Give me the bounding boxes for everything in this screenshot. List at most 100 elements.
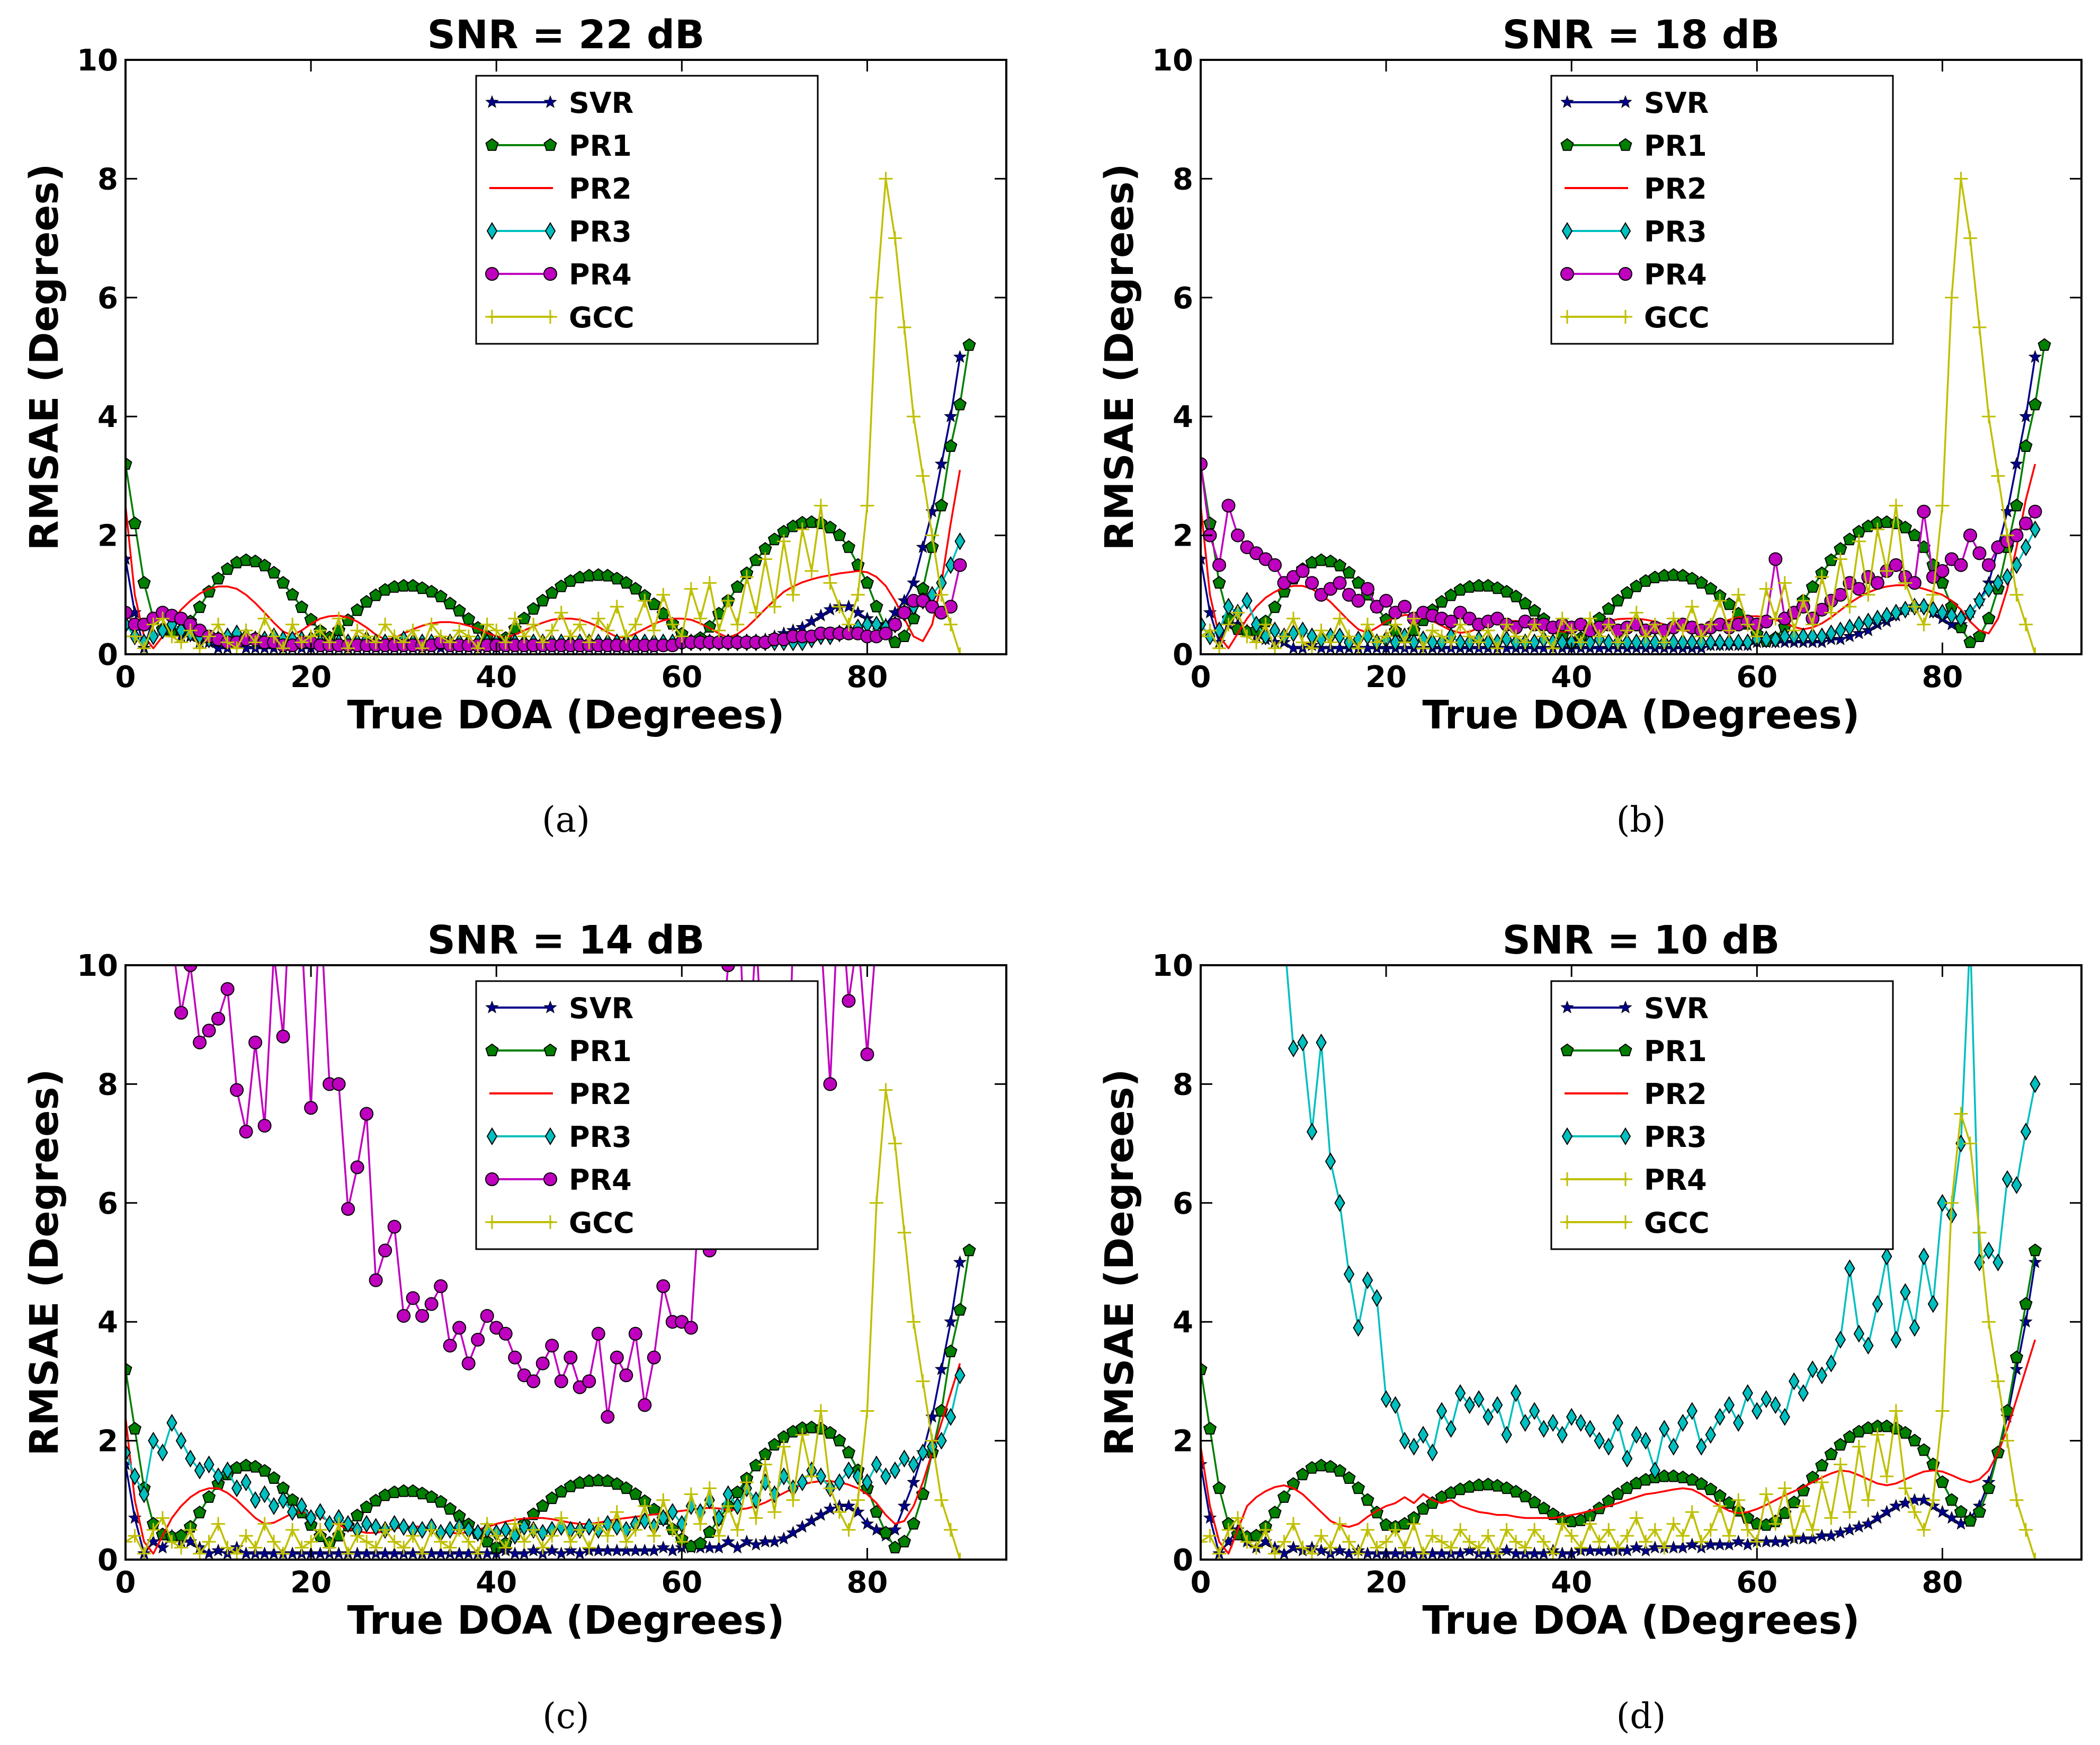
data-point-pr1 bbox=[434, 1494, 448, 1508]
data-point-gcc bbox=[897, 320, 912, 334]
data-point-pr3 bbox=[834, 1473, 845, 1492]
series-line-pr2 bbox=[1201, 464, 2036, 649]
data-point-gcc bbox=[211, 617, 226, 631]
data-point-pr1 bbox=[1212, 576, 1226, 589]
data-point-gcc bbox=[1370, 1541, 1384, 1555]
data-point-pr4 bbox=[564, 1350, 578, 1365]
data-point-pr1 bbox=[1546, 1507, 1560, 1520]
data-point-svr bbox=[907, 1475, 921, 1488]
data-point-gcc bbox=[332, 611, 346, 626]
data-point-pr1 bbox=[601, 1474, 614, 1487]
data-point-pr3 bbox=[1380, 1390, 1392, 1409]
y-tick-label: 4 bbox=[1173, 1305, 1193, 1340]
data-point-gcc bbox=[1991, 469, 2005, 483]
data-point-pr4 bbox=[888, 617, 902, 631]
data-point-gcc bbox=[1425, 624, 1440, 638]
data-point-gcc bbox=[925, 528, 939, 542]
series-pr4 bbox=[1201, 457, 2042, 638]
data-point-pr1 bbox=[833, 1434, 846, 1447]
x-tick-label: 0 bbox=[115, 660, 136, 695]
data-point-svr bbox=[934, 1362, 949, 1375]
data-point-pr3 bbox=[1798, 1384, 1809, 1402]
data-point-pr1 bbox=[1268, 1506, 1282, 1519]
data-point-gcc bbox=[730, 1523, 745, 1537]
data-point-gcc bbox=[1815, 570, 1829, 584]
x-axis-label: True DOA (Degrees) bbox=[347, 692, 785, 738]
data-point-pr3 bbox=[1482, 1408, 1494, 1426]
legend-marker bbox=[1619, 1215, 1632, 1229]
data-point-svr bbox=[730, 1541, 745, 1554]
data-point-gcc bbox=[665, 617, 680, 631]
legend-label: GCC bbox=[1644, 301, 1710, 334]
data-point-gcc bbox=[545, 1529, 559, 1543]
data-point-pr1 bbox=[693, 1536, 707, 1550]
data-point-pr1 bbox=[944, 1345, 958, 1357]
legend-item-pr1: PR1 bbox=[1560, 1035, 1707, 1068]
data-point-gcc bbox=[1592, 1535, 1606, 1549]
data-point-pr3 bbox=[1705, 1426, 1716, 1444]
data-point-pr1 bbox=[953, 397, 967, 411]
y-tick-label: 10 bbox=[1152, 43, 1193, 78]
data-point-pr3 bbox=[1548, 1413, 1559, 1432]
data-point-pr1 bbox=[526, 1507, 540, 1520]
data-point-gcc bbox=[860, 498, 874, 513]
data-point-pr3 bbox=[1835, 1330, 1846, 1349]
data-point-gcc bbox=[1268, 641, 1282, 654]
data-point-gcc bbox=[387, 1535, 401, 1549]
data-point-gcc bbox=[1258, 1523, 1273, 1537]
data-point-pr3 bbox=[249, 1491, 261, 1509]
data-point-pr3 bbox=[1316, 1033, 1327, 1052]
data-point-gcc bbox=[1295, 1541, 1310, 1555]
data-point-pr3 bbox=[1464, 1396, 1475, 1414]
data-point-pr3 bbox=[1408, 633, 1419, 652]
data-point-gcc bbox=[146, 617, 160, 631]
data-point-pr3 bbox=[1631, 633, 1642, 652]
data-point-pr1 bbox=[1352, 1481, 1365, 1494]
data-point-pr1 bbox=[295, 600, 309, 613]
data-point-pr3 bbox=[1501, 1426, 1512, 1444]
data-point-gcc bbox=[1972, 320, 1987, 334]
data-point-pr3 bbox=[1269, 621, 1281, 640]
data-point-gcc bbox=[1768, 1517, 1783, 1531]
data-point-pr1 bbox=[517, 611, 531, 625]
data-point-gcc bbox=[508, 1517, 522, 1531]
data-point-svr bbox=[740, 1534, 754, 1548]
data-point-gcc bbox=[647, 624, 661, 638]
data-point-gcc bbox=[1407, 611, 1421, 626]
x-axis-label: True DOA (Degrees) bbox=[1423, 1598, 1860, 1643]
y-tick-label: 2 bbox=[1173, 519, 1193, 554]
series-group bbox=[1201, 928, 2042, 1560]
legend-marker bbox=[543, 138, 557, 151]
data-point-pr4 bbox=[415, 1308, 430, 1323]
data-point-gcc bbox=[1676, 624, 1690, 638]
legend-marker bbox=[1560, 267, 1574, 281]
data-point-pr3 bbox=[342, 1515, 354, 1533]
data-point-gcc bbox=[610, 1505, 624, 1519]
legend-marker bbox=[485, 95, 499, 108]
data-point-gcc bbox=[1898, 576, 1913, 590]
data-point-pr4 bbox=[202, 1023, 216, 1038]
data-point-gcc bbox=[1536, 1535, 1551, 1549]
data-point-gcc bbox=[1759, 1487, 1773, 1501]
data-point-pr3 bbox=[862, 1473, 873, 1492]
data-point-pr3 bbox=[1835, 621, 1846, 640]
data-point-pr3 bbox=[1659, 1420, 1670, 1438]
data-point-gcc bbox=[573, 617, 587, 631]
data-point-pr3 bbox=[1965, 928, 1975, 943]
data-point-svr bbox=[1852, 1519, 1866, 1533]
data-point-pr1 bbox=[276, 576, 290, 589]
data-point-pr4 bbox=[126, 606, 132, 620]
x-tick-label: 60 bbox=[1736, 660, 1777, 695]
x-tick-label: 20 bbox=[1365, 660, 1407, 695]
data-point-gcc bbox=[1286, 611, 1301, 626]
data-point-pr3 bbox=[1640, 1431, 1651, 1450]
data-point-gcc bbox=[1611, 1541, 1625, 1555]
data-point-gcc bbox=[480, 1517, 494, 1531]
y-axis-label: RMSAE (Degrees) bbox=[22, 1069, 67, 1456]
data-point-gcc bbox=[860, 1404, 874, 1418]
legend-label: SVR bbox=[1644, 992, 1709, 1025]
data-point-svr bbox=[1277, 1546, 1291, 1560]
data-point-pr3 bbox=[1992, 1253, 2004, 1271]
data-point-gcc bbox=[1796, 594, 1810, 608]
data-point-pr4 bbox=[638, 1398, 652, 1412]
